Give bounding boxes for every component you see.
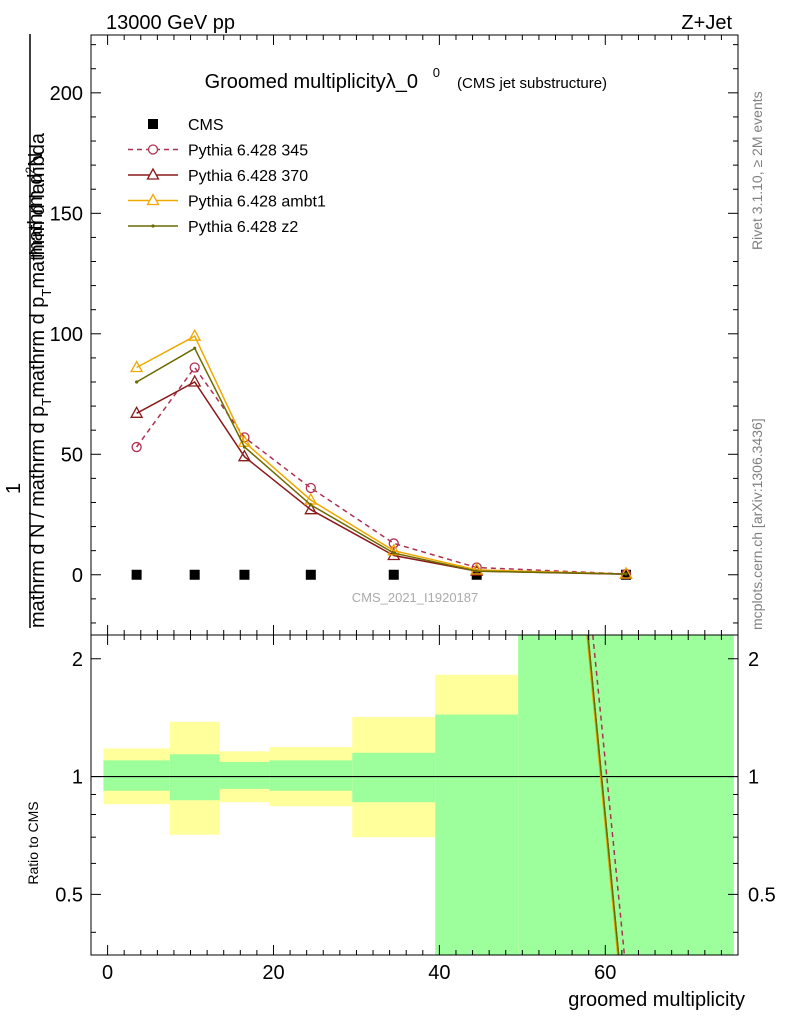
legend-label: Pythia 6.428 370: [188, 168, 308, 185]
energy-label: 13000 GeV pp: [106, 12, 235, 34]
data-point: [305, 482, 316, 494]
y-tick-label: 50: [61, 444, 83, 466]
ratio-line: [587, 635, 620, 955]
data-point: [619, 566, 633, 579]
stat-uncertainty-band: [435, 714, 519, 955]
data-point: [188, 374, 202, 387]
y-tick-label: 200: [50, 83, 83, 105]
data-point: [388, 569, 399, 580]
data-point: [305, 569, 316, 580]
plot-title-superscript: 0: [433, 65, 440, 80]
series-line: [135, 366, 627, 575]
legend-entry: Pythia 6.428 345: [128, 143, 308, 160]
legend-swatch: [148, 119, 158, 129]
ratio-y-axis-label: Ratio to CMS: [25, 801, 41, 884]
analysis-watermark: CMS_2021_I1920187: [352, 590, 479, 605]
data-point: [470, 562, 484, 575]
main-y-axis-label: 1 mathrm d2N mathrm d N / mathrm d pTmat…: [3, 34, 54, 628]
data-point: [242, 445, 247, 449]
ratio-y-tick-label-right: 0.5: [748, 884, 776, 906]
y-tick-label: 100: [50, 324, 83, 346]
stat-uncertainty-band: [103, 760, 170, 791]
legend-marker: [151, 224, 155, 228]
data-point: [392, 551, 396, 555]
rivet-version-label: Rivet 3.1.10, ≥ 2M events: [749, 91, 765, 250]
y-label-denom-end: mathrm d lambda: [27, 132, 49, 288]
main-plot-panel: 0 50 100 150 200: [50, 34, 739, 636]
legend-label: Pythia 6.428 ambt1: [188, 194, 326, 211]
ratio-content: [91, 635, 738, 955]
ratio-y-tick-label: 1: [72, 767, 83, 789]
stat-uncertainty-band: [169, 754, 220, 801]
stat-uncertainty-band: [352, 752, 436, 803]
data-point: [131, 569, 142, 580]
ratio-y-tick-label-right: 1: [748, 767, 759, 789]
series-pythia-6-428-370: [130, 374, 633, 579]
mcplots-label: mcplots.cern.ch [arXiv:1306.3436]: [749, 418, 765, 630]
x-tick-label: 0: [102, 962, 113, 984]
legend-entry: CMS: [148, 117, 224, 134]
stat-uncertainty-band: [518, 635, 734, 955]
y-label-denominator: mathrm d N / mathrm d pTmathrm d pTmathr…: [27, 132, 54, 628]
x-tick-label: 20: [262, 962, 284, 984]
data-point: [237, 449, 252, 462]
plot-title: Groomed multiplicityλ_0: [205, 71, 418, 93]
y-label-denom-mid: mathrm d p: [27, 297, 49, 398]
data-point: [130, 405, 144, 418]
data-point: [475, 569, 479, 573]
data-point: [130, 360, 144, 373]
y-label-denom-text: mathrm d N / mathrm d p: [27, 406, 49, 628]
data-point: [624, 572, 628, 576]
x-axis-label: groomed multiplicity: [568, 989, 745, 1011]
legend-label: Pythia 6.428 345: [188, 143, 308, 160]
data-point: [309, 503, 313, 507]
legend-label: CMS: [188, 117, 224, 134]
ratio-y-tick-label: 2: [72, 649, 83, 671]
series-line: [136, 347, 627, 575]
y-tick-label: 150: [50, 203, 83, 225]
legend-marker: [146, 167, 160, 180]
ratio-y-tick-label-right: 2: [748, 649, 759, 671]
x-tick-label: 60: [594, 962, 616, 984]
ratio-plot-panel: 0.5 0.51 12 20 20 40 60: [55, 634, 776, 984]
data-point: [131, 441, 142, 453]
series-line: [136, 335, 627, 575]
data-point: [239, 569, 250, 580]
stat-uncertainty-band: [269, 760, 353, 791]
ratio-frame: [90, 634, 739, 956]
ratio-line: [586, 635, 619, 955]
process-label: Z+Jet: [681, 12, 732, 34]
legend-entry: Pythia 6.428 z2: [128, 219, 298, 236]
y-label-denom-sub-2: T: [39, 289, 54, 297]
data-point: [135, 380, 139, 384]
series-pythia-6-428-z2: [135, 346, 628, 576]
data-point: [188, 328, 202, 341]
data-point: [189, 569, 200, 580]
y-label-denom-sub-1: T: [39, 398, 54, 406]
legend: CMS Pythia 6.428 345 Pythia 6.428 370 Pythi…: [128, 117, 326, 236]
data-point: [388, 538, 399, 549]
legend-entry: Pythia 6.428 ambt1: [128, 193, 326, 211]
legend-marker: [146, 193, 160, 206]
series-pythia-6-428-ambt1: [130, 328, 633, 579]
data-point: [193, 346, 197, 350]
y-tick-label: 0: [72, 565, 83, 587]
legend-entry: Pythia 6.428 370: [128, 167, 308, 185]
data-point: [304, 502, 318, 515]
ratio-y-tick-label: 0.5: [55, 884, 83, 906]
x-tick-label: 40: [428, 962, 450, 984]
plot-title-text: Groomed multiplicityλ_0: [205, 71, 418, 93]
stat-uncertainty-band: [219, 761, 270, 789]
legend-marker: [147, 144, 159, 155]
y-label-one: 1: [3, 483, 25, 494]
data-point: [189, 362, 200, 373]
legend-label: Pythia 6.428 z2: [188, 219, 298, 236]
plot-subtitle: (CMS jet substructure): [457, 75, 607, 92]
